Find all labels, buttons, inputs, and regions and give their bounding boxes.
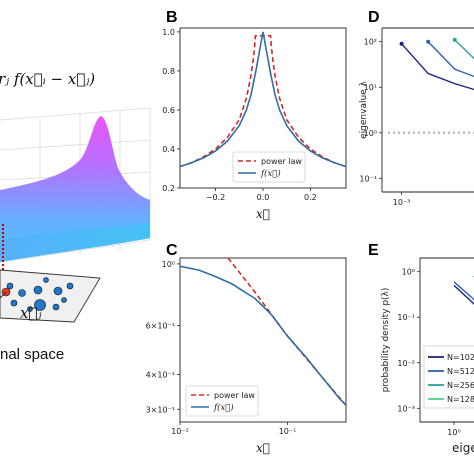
y-tick-label: 10¹ xyxy=(364,83,377,92)
y-axis-label: probability density p(λ) xyxy=(381,288,391,393)
series-marker xyxy=(452,37,457,42)
panel-c: C 10⁻² 10⁻¹ 10⁰ 6×10⁻¹ 4×10⁻¹ 3×10⁻¹ x⃗ power l… xyxy=(146,242,347,455)
panel-b-letter: B xyxy=(166,9,178,26)
x-tick-label: −0.2 xyxy=(206,193,225,202)
panel-c-plot: 10⁻² 10⁻¹ 10⁰ 6×10⁻¹ 4×10⁻¹ 3×10⁻¹ x⃗ power law… xyxy=(146,257,347,455)
panel-c-letter: C xyxy=(166,242,178,259)
point xyxy=(52,303,60,311)
y-tick-label: 10⁰ xyxy=(162,260,175,269)
series-line xyxy=(401,43,474,91)
y-tick-label: 0.4 xyxy=(162,145,175,154)
series-layer xyxy=(180,258,346,406)
series-line-f-x xyxy=(180,265,346,406)
series-marker xyxy=(426,39,431,44)
y-tick-label: 0.2 xyxy=(162,184,175,193)
panel-b-plot: −0.2 0.0 0.2 0.2 0.4 0.6 0.8 1.0 x⃗ power law f(x⃗… xyxy=(162,27,347,221)
legend-label: N=512 xyxy=(447,367,474,376)
panel-a-points xyxy=(6,277,74,312)
series-line-power-law xyxy=(227,258,346,406)
y-tick-label: 0.8 xyxy=(162,67,175,76)
point xyxy=(34,299,46,311)
y-tick-label: 10⁻¹ xyxy=(397,313,415,322)
point xyxy=(6,282,14,290)
panel-e-letter: E xyxy=(368,242,379,259)
panel-a-plane xyxy=(0,269,101,323)
y-tick-label: 10⁻³ xyxy=(397,404,415,413)
legend: power law f(x⃗) xyxy=(185,385,259,417)
panel-e-plot: 10⁰ 10⁻¹ 10⁻² 10⁻³ 10⁰ eigen probability densi… xyxy=(381,257,474,455)
series-line xyxy=(453,284,474,305)
panel-e: E 10⁰ 10⁻¹ 10⁻² 10⁻³ 10⁰ eigen probability den… xyxy=(368,242,474,455)
panel-a-surface xyxy=(0,116,150,262)
point-link xyxy=(0,291,7,299)
x-tick-label: 0.2 xyxy=(304,193,317,202)
x-axis-label: x⃗ xyxy=(256,207,270,221)
series-layer xyxy=(399,37,474,91)
y-tick-label: 3×10⁻¹ xyxy=(146,405,175,414)
x-tick-label: 10⁻² xyxy=(171,427,189,436)
series-line-f-x xyxy=(180,31,346,168)
y-tick-label: 0.6 xyxy=(162,106,175,115)
legend-label: f(x⃗) xyxy=(213,402,234,413)
point xyxy=(66,282,74,290)
point xyxy=(61,297,67,303)
x-tick-label: 10⁻³ xyxy=(393,198,411,207)
y-tick-label: 10⁰ xyxy=(402,268,415,277)
y-tick-label: 10⁻² xyxy=(397,359,415,368)
legend-label: N=1024 xyxy=(447,353,474,362)
y-tick-label: 4×10⁻¹ xyxy=(146,371,175,380)
legend-label: power law xyxy=(261,157,302,166)
panel-a-space-label: nal space xyxy=(0,346,64,363)
series-layer xyxy=(180,31,346,168)
point xyxy=(33,285,43,295)
legend-label: N=256 xyxy=(447,381,474,390)
panel-d-letter: D xyxy=(368,9,380,26)
y-tick-label: 10⁰ xyxy=(364,129,377,138)
x-tick-label: 0.0 xyxy=(257,193,270,202)
x-tick-label: 10⁻¹ xyxy=(279,427,297,436)
x-axis-label: eigen xyxy=(452,441,474,455)
point xyxy=(53,286,63,296)
series-line xyxy=(427,41,474,78)
y-axis-label: eigenvalue λ xyxy=(359,80,369,138)
panel-a-point-label: x⃗ⱼ xyxy=(20,304,41,322)
panel-b: B −0.2 0.0 0.2 0.2 0.4 0.6 0.8 1.0 x⃗ power law f(… xyxy=(162,9,347,221)
series-marker xyxy=(399,41,404,46)
point xyxy=(18,289,26,297)
point xyxy=(10,299,18,307)
legend-box xyxy=(232,151,306,183)
panel-a-surface-base xyxy=(0,224,150,262)
series-line-power-law xyxy=(180,35,346,168)
panel-a: rⱼ f(x⃗ᵢ − x⃗ⱼ) xyxy=(0,70,151,363)
legend-label: N=128 xyxy=(447,395,474,404)
panel-a-formula: rⱼ f(x⃗ᵢ − x⃗ⱼ) xyxy=(0,70,95,88)
legend-label: f(x⃗) xyxy=(260,168,281,179)
series-layer xyxy=(453,275,474,305)
point xyxy=(27,306,33,312)
legend-box xyxy=(185,385,259,417)
point xyxy=(43,277,49,283)
legend: N=1024 N=512 N=256 N=128 xyxy=(423,345,474,409)
y-tick-label: 1.0 xyxy=(162,28,175,37)
x-tick-label: 10⁰ xyxy=(447,428,460,437)
y-tick-label: 10⁻¹ xyxy=(359,174,377,183)
legend-label: power law xyxy=(214,391,255,400)
series-line xyxy=(453,281,474,301)
series-line xyxy=(454,39,474,60)
y-tick-label: 6×10⁻¹ xyxy=(146,322,175,331)
y-tick-label: 10² xyxy=(364,38,377,47)
plot-frame xyxy=(179,257,347,423)
x-axis-label: x⃗ xyxy=(256,441,270,455)
legend: power law f(x⃗) xyxy=(232,151,306,183)
